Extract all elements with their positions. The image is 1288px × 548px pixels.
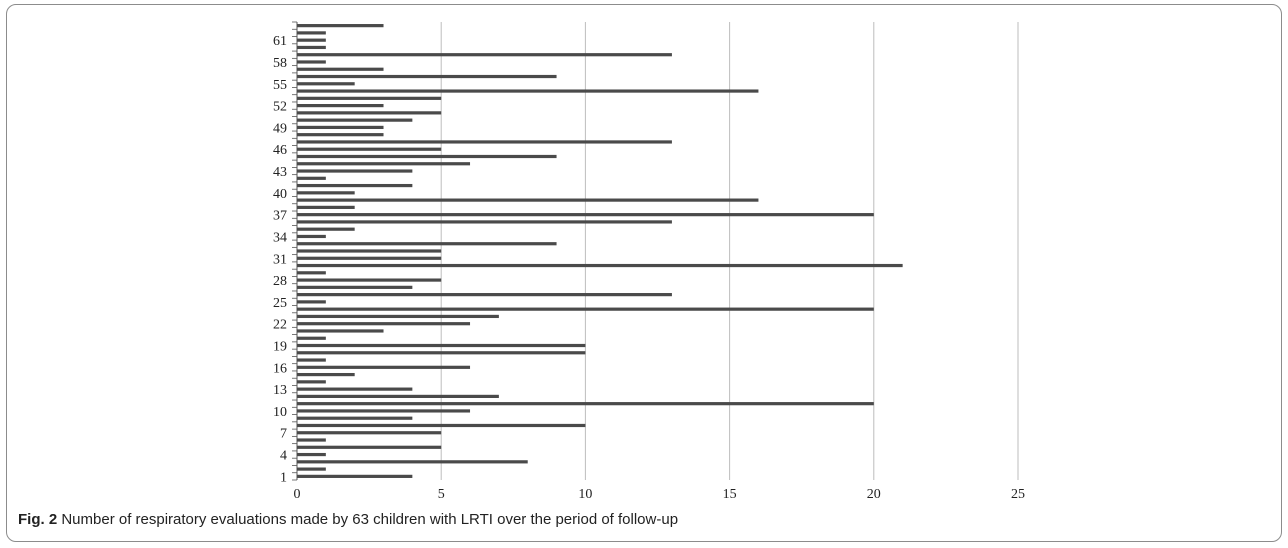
bar-19: [297, 343, 586, 348]
y-tick-label-31: 31: [273, 252, 287, 267]
bar-48: [297, 133, 384, 137]
bar-30: [297, 263, 903, 268]
bar-21: [297, 329, 384, 333]
caption-label: Fig. 2: [18, 511, 58, 528]
bar-38: [297, 205, 355, 209]
y-tick-label-1: 1: [280, 470, 287, 485]
bar-22: [297, 322, 471, 326]
figure-frame: [6, 4, 1282, 542]
bar-11: [297, 402, 874, 406]
bar-59: [297, 53, 672, 57]
bar-20: [297, 336, 326, 340]
bar-37: [297, 213, 874, 217]
y-tick-label-16: 16: [273, 361, 287, 376]
bar-15: [297, 372, 355, 377]
x-tick-label-25: 25: [1011, 487, 1025, 502]
y-tick-label-7: 7: [280, 427, 287, 442]
bar-39: [297, 198, 759, 202]
bar-3: [297, 460, 528, 464]
figure-caption: Fig. 2 Number of respiratory evaluations…: [18, 511, 678, 528]
bar-6: [297, 438, 326, 442]
y-tick-label-46: 46: [273, 143, 287, 158]
bar-31: [297, 256, 442, 260]
y-tick-label-58: 58: [273, 56, 287, 71]
bar-35: [297, 227, 355, 231]
bar-41: [297, 183, 413, 188]
bar-10: [297, 409, 471, 413]
x-tick-label-5: 5: [438, 487, 445, 502]
bar-47: [297, 140, 672, 144]
bar-50: [297, 118, 413, 122]
x-tick-label-10: 10: [578, 487, 592, 502]
y-tick-label-25: 25: [273, 296, 287, 311]
bar-14: [297, 380, 326, 384]
bar-12: [297, 394, 499, 398]
bar-61: [297, 38, 326, 42]
bar-18: [297, 351, 586, 355]
bar-55: [297, 82, 355, 86]
bar-26: [297, 293, 672, 297]
bar-4: [297, 452, 326, 457]
bar-13: [297, 387, 413, 391]
y-tick-label-22: 22: [273, 318, 287, 333]
bar-63: [297, 24, 384, 28]
bar-54: [297, 89, 759, 93]
bar-56: [297, 74, 557, 79]
y-tick-label-43: 43: [273, 165, 287, 180]
bar-29: [297, 271, 326, 275]
bar-58: [297, 60, 326, 64]
bar-44: [297, 162, 471, 166]
bar-16: [297, 365, 471, 369]
bar-42: [297, 176, 326, 180]
y-tick-label-40: 40: [273, 187, 287, 202]
bar-1: [297, 474, 413, 478]
bar-23: [297, 314, 499, 319]
bar-9: [297, 416, 413, 420]
y-tick-label-19: 19: [273, 340, 287, 355]
bar-62: [297, 31, 326, 35]
bar-33: [297, 242, 557, 246]
bar-5: [297, 445, 442, 449]
y-tick-label-52: 52: [273, 100, 287, 115]
bar-24: [297, 307, 874, 311]
bar-52: [297, 104, 384, 108]
bar-36: [297, 220, 672, 224]
bar-34: [297, 234, 326, 239]
bar-28: [297, 278, 442, 282]
bar-40: [297, 191, 355, 195]
y-tick-label-28: 28: [273, 274, 287, 289]
y-tick-label-13: 13: [273, 383, 287, 398]
x-tick-label-0: 0: [294, 487, 301, 502]
x-tick-label-15: 15: [723, 487, 737, 502]
bar-7: [297, 431, 442, 435]
bar-53: [297, 96, 442, 100]
bar-27: [297, 285, 413, 289]
bar-17: [297, 358, 326, 362]
y-tick-label-37: 37: [273, 209, 287, 224]
y-tick-label-61: 61: [273, 34, 287, 49]
bar-8: [297, 423, 586, 428]
caption-text: Number of respiratory evaluations made b…: [57, 511, 679, 528]
bar-49: [297, 125, 384, 130]
bar-51: [297, 111, 442, 115]
bar-46: [297, 147, 442, 151]
y-tick-label-55: 55: [273, 78, 287, 93]
y-tick-label-4: 4: [280, 449, 287, 464]
y-tick-label-34: 34: [273, 230, 287, 245]
y-tick-label-10: 10: [273, 405, 287, 420]
x-tick-label-20: 20: [867, 487, 881, 502]
bar-43: [297, 169, 413, 173]
bar-2: [297, 467, 326, 471]
y-tick-label-49: 49: [273, 121, 287, 136]
bar-32: [297, 249, 442, 253]
bar-57: [297, 67, 384, 71]
bar-25: [297, 300, 326, 304]
bar-45: [297, 154, 557, 159]
bar-60: [297, 45, 326, 50]
